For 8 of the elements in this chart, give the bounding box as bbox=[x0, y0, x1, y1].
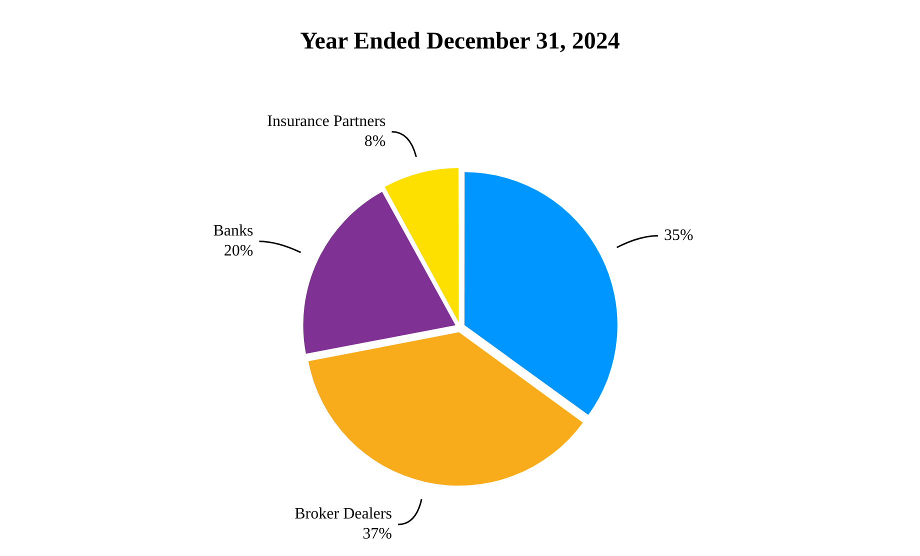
slice-label: Broker Dealers bbox=[294, 506, 392, 523]
data-label: 20% bbox=[224, 242, 254, 260]
slice-label: Insurance Partners bbox=[267, 112, 386, 130]
data-label: 37% bbox=[362, 526, 392, 543]
chart-title: Year Ended December 31, 2024 bbox=[300, 28, 620, 55]
data-label: 35% bbox=[664, 226, 694, 244]
slice-label: Banks bbox=[213, 222, 254, 240]
data-label: 8% bbox=[364, 132, 386, 150]
